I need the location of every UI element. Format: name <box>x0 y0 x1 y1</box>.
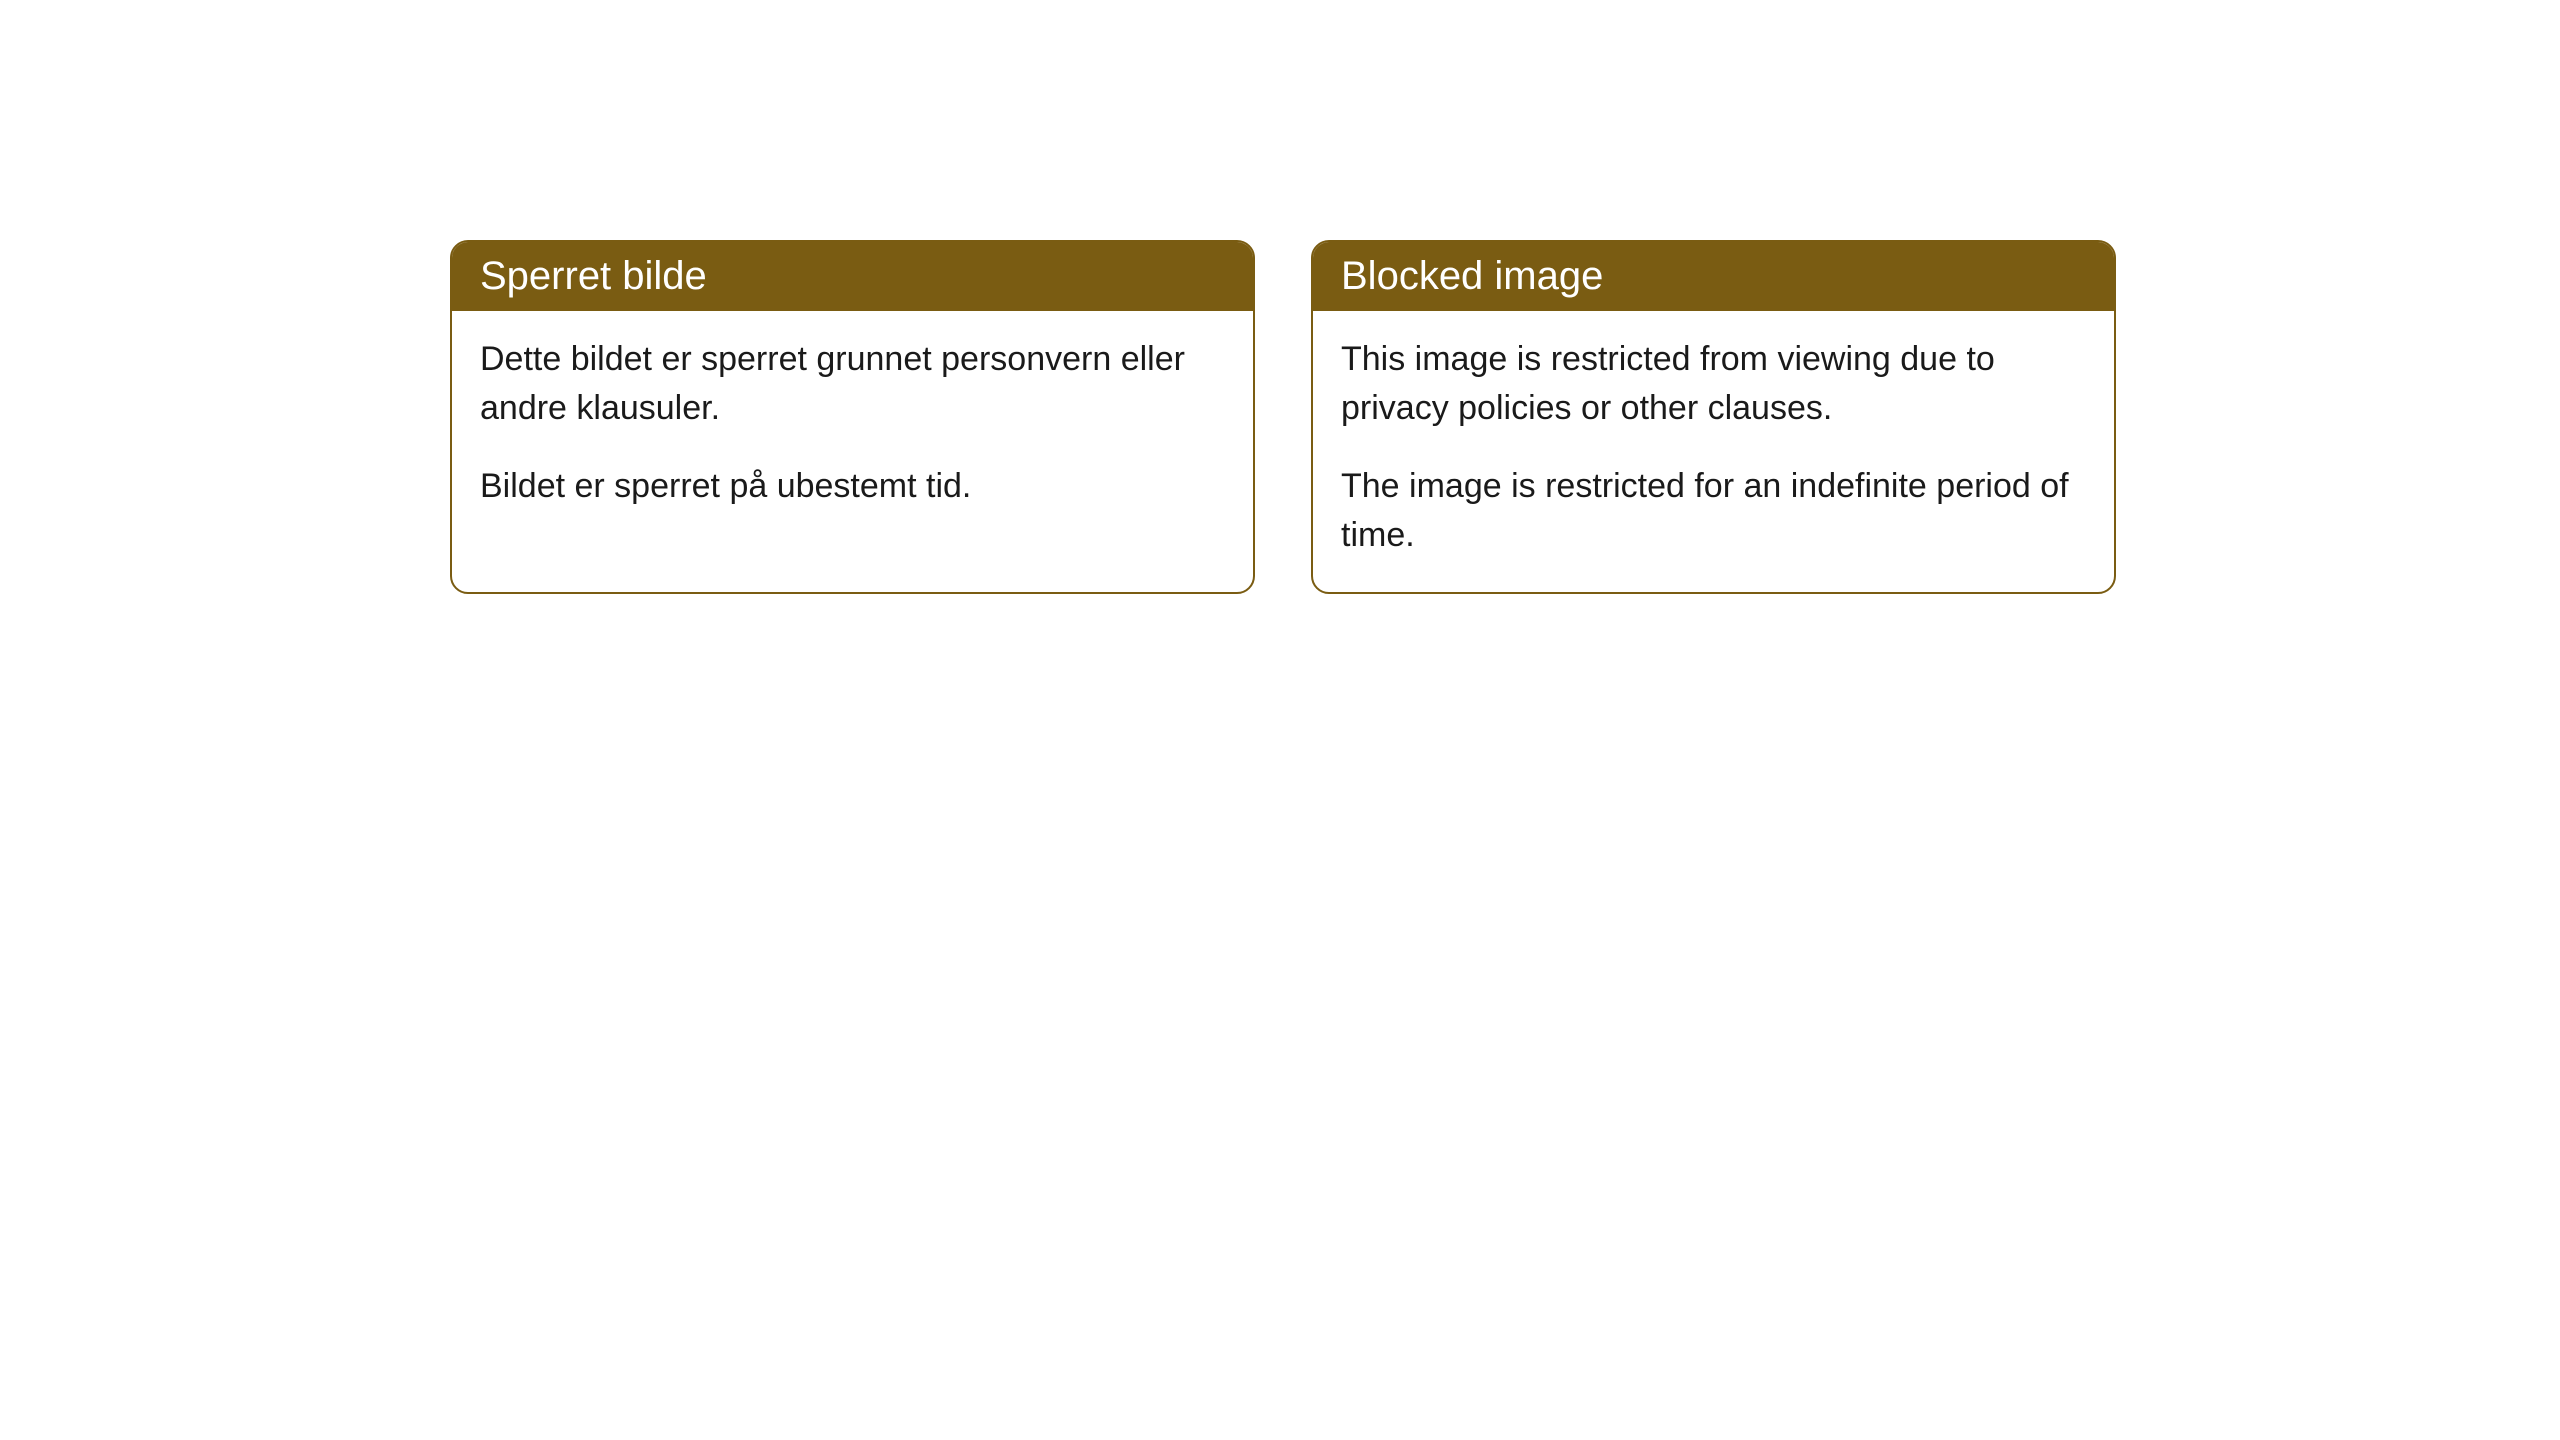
notice-paragraph: Dette bildet er sperret grunnet personve… <box>480 335 1225 434</box>
notice-body-norwegian: Dette bildet er sperret grunnet personve… <box>452 311 1253 543</box>
notice-paragraph: This image is restricted from viewing du… <box>1341 335 2086 434</box>
notice-card-english: Blocked image This image is restricted f… <box>1311 240 2116 594</box>
notice-paragraph: Bildet er sperret på ubestemt tid. <box>480 462 1225 511</box>
notice-card-norwegian: Sperret bilde Dette bildet er sperret gr… <box>450 240 1255 594</box>
notice-container: Sperret bilde Dette bildet er sperret gr… <box>0 0 2560 594</box>
notice-body-english: This image is restricted from viewing du… <box>1313 311 2114 592</box>
notice-header-english: Blocked image <box>1313 242 2114 311</box>
notice-title: Blocked image <box>1341 254 1603 298</box>
notice-title: Sperret bilde <box>480 254 707 298</box>
notice-header-norwegian: Sperret bilde <box>452 242 1253 311</box>
notice-paragraph: The image is restricted for an indefinit… <box>1341 462 2086 561</box>
